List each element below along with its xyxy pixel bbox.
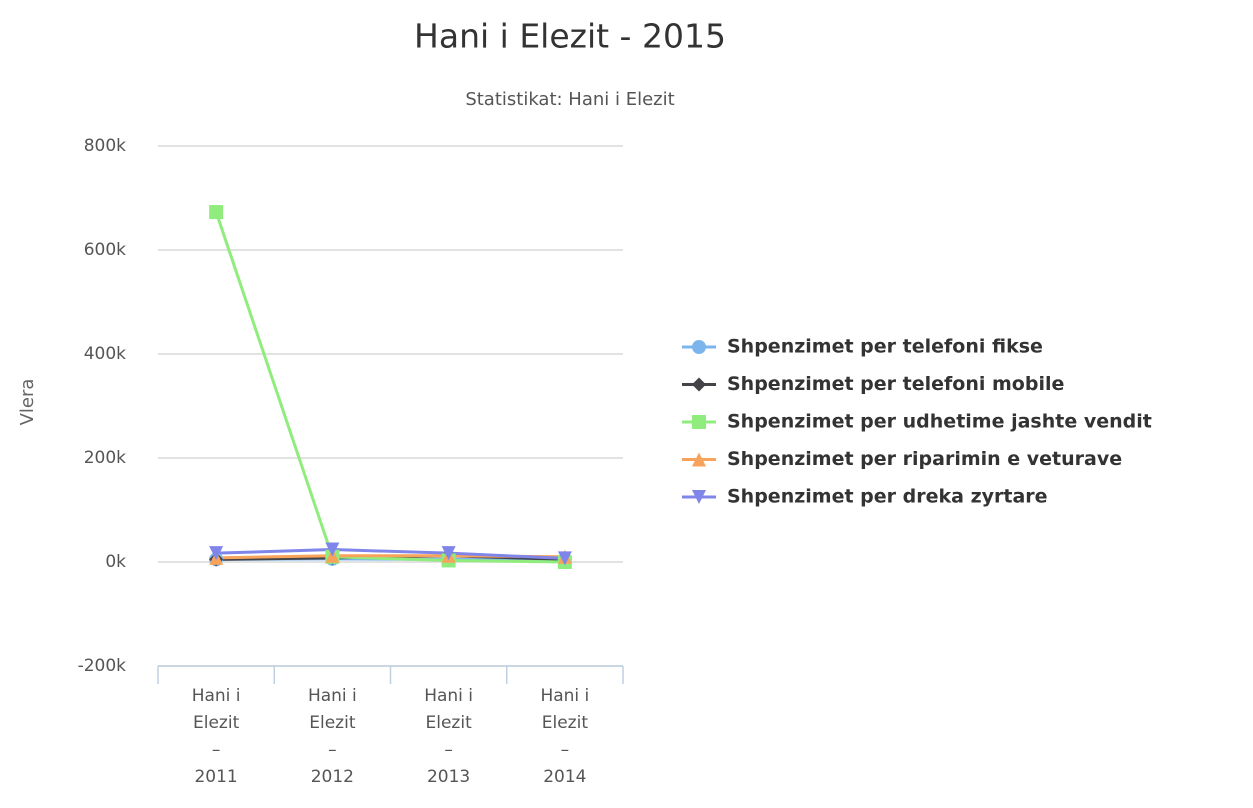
- y-tick-label: 600k: [84, 240, 126, 260]
- point: [209, 205, 224, 220]
- x-tick-label: Hani i Elezit – 2013: [424, 686, 474, 787]
- y-tick-label: 200k: [84, 448, 126, 468]
- y-axis-label: Vlera: [17, 379, 38, 426]
- y-tick-label: 0k: [105, 552, 126, 572]
- y-tick-label: 400k: [84, 344, 126, 364]
- x-tick-label: Hani i Elezit – 2012: [307, 686, 357, 787]
- point: [557, 551, 572, 566]
- x-tick-label: Hani i Elezit – 2011: [191, 686, 241, 787]
- legend-marker: [692, 452, 706, 467]
- legend-marker: [692, 340, 706, 354]
- legend-label: Shpenzimet per dreka zyrtare: [727, 486, 1048, 508]
- y-tick-label: 800k: [84, 136, 126, 156]
- point: [325, 542, 340, 557]
- point: [209, 546, 224, 561]
- legend-label: Shpenzimet per telefoni mobile: [727, 373, 1064, 395]
- series-line: [214, 211, 565, 564]
- y-tick-label: -200k: [78, 656, 127, 676]
- chart-subtitle: Statistikat: Hani i Elezit: [465, 89, 674, 110]
- chart-title: Hani i Elezit - 2015: [414, 17, 726, 56]
- legend-label: Shpenzimet per telefoni fikse: [727, 336, 1043, 358]
- point: [441, 546, 456, 561]
- legend-marker: [692, 415, 706, 429]
- legend-label: Shpenzimet per udhetime jashte vendit: [727, 411, 1152, 433]
- legend-marker: [692, 377, 706, 392]
- x-tick-label: Hani i Elezit – 2014: [540, 686, 590, 787]
- legend-label: Shpenzimet per riparimin e veturave: [727, 448, 1122, 470]
- legend-marker: [692, 490, 706, 504]
- series-line: [216, 548, 565, 560]
